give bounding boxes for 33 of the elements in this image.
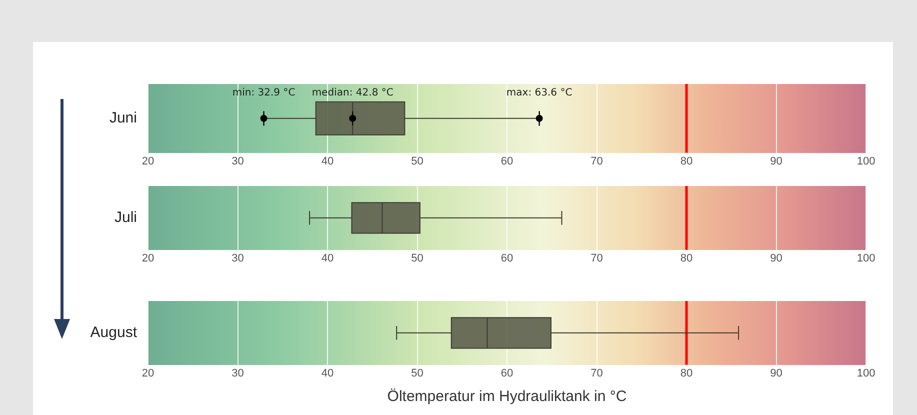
x-tick-label: 60 [500,155,514,168]
x-tick-label: 50 [411,367,424,380]
x-tick-label: 100 [856,367,876,380]
x-tick-label: 100 [856,155,876,168]
x-tick-label: 20 [142,252,154,264]
x-tick-label: 70 [590,367,603,380]
y-tick-label: Juni [109,110,137,127]
annotation: max: 63.6 °C [506,88,572,99]
x-tick-label: 20 [142,367,154,380]
x-tick-label: 40 [321,367,334,380]
x-tick-label: 80 [680,367,693,380]
x-axis-title: Öltemperatur im Hydrauliktank in °C [387,388,627,406]
x-tick-label: 80 [680,155,693,168]
x-tick-label: 90 [770,252,782,264]
x-tick-label: 30 [232,252,244,264]
x-tick-label: 60 [500,367,514,380]
x-tick-label: 70 [590,155,603,168]
y-tick-label: August [90,324,138,342]
x-tick-label: 40 [321,252,334,264]
x-tick-label: 30 [232,155,244,168]
x-tick-label: 30 [232,367,244,380]
x-tick-label: 100 [856,252,876,264]
x-tick-label: 20 [142,155,154,168]
x-tick-label: 40 [321,155,334,168]
x-tick-label: 90 [770,367,782,380]
x-tick-label: 60 [500,252,514,264]
annotation: median: 42.8 °C [312,88,394,99]
x-tick-label: 70 [590,252,603,264]
x-tick-label: 50 [411,155,424,168]
y-tick-label: Juli [114,209,137,226]
x-tick-label: 80 [680,252,693,264]
x-tick-label: 50 [411,252,424,264]
x-tick-label: 90 [770,155,782,168]
